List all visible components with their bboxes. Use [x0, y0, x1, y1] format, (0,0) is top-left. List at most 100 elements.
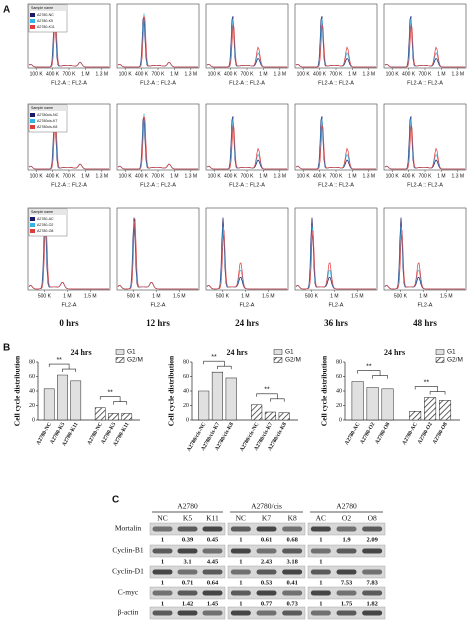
- y-tick-label: 20: [29, 403, 35, 409]
- legend-swatch: [30, 19, 35, 23]
- x-tick-label: 500 K: [216, 293, 230, 299]
- x-tick-label: 1.3 M: [274, 173, 287, 179]
- blot-band: [282, 526, 303, 532]
- x-tick-label: 700 K: [151, 173, 165, 179]
- band-ratio: 1: [319, 600, 322, 607]
- axis-label: FL2-A :: FL2-A: [140, 182, 176, 188]
- blot-band: [310, 548, 331, 554]
- bar: [366, 387, 379, 421]
- x-tick-label: 1.3 M: [185, 173, 198, 179]
- blot-band: [202, 548, 223, 554]
- x-tick-label: 1.5 M: [262, 293, 275, 299]
- band-ratio: 1: [161, 558, 164, 565]
- histogram-trace: [384, 230, 465, 290]
- significance-bracket: [357, 370, 388, 379]
- x-tick-label: 1.3 M: [363, 71, 376, 77]
- legend-label: G1: [447, 349, 456, 356]
- histogram-trace: [117, 218, 198, 290]
- band-ratio: 4.45: [207, 558, 219, 565]
- significance-bracket: [256, 393, 285, 402]
- legend-label: A2780-O2: [37, 223, 53, 227]
- blot-band: [256, 610, 277, 616]
- x-tick-label: 500 K: [305, 293, 319, 299]
- axis-label: FL2-A: [418, 302, 433, 308]
- x-tick-label: 700 K: [329, 173, 343, 179]
- blot-band: [152, 610, 173, 616]
- significance-label: **: [211, 354, 217, 361]
- x-tick-label: 1 M: [348, 71, 356, 77]
- histogram-frame: [116, 3, 200, 69]
- histogram-trace: [28, 218, 109, 290]
- blot-band: [256, 590, 277, 596]
- x-tick-label: 400 K: [402, 173, 416, 179]
- x-tick-label: 1.3 M: [363, 173, 376, 179]
- x-tick-label: 700 K: [418, 71, 432, 77]
- x-tick-label: 400 K: [46, 173, 60, 179]
- legend-swatch: [115, 357, 125, 363]
- histogram-trace: [117, 116, 198, 170]
- histogram-frame: [205, 3, 289, 69]
- blot-band: [202, 610, 223, 616]
- x-tick-label: 100 K: [386, 173, 400, 179]
- bar: [381, 388, 394, 421]
- axis-label: FL2-A :: FL2-A: [229, 182, 265, 188]
- x-tick-label: 100 K: [30, 71, 44, 77]
- x-tick-label: 1 M: [259, 71, 267, 77]
- histogram-trace: [384, 24, 465, 68]
- band-ratio: 1: [239, 579, 242, 586]
- x-tick-label: 100 K: [30, 173, 44, 179]
- blot-band: [230, 526, 251, 532]
- x-tick-label: 100 K: [119, 173, 133, 179]
- panel-label: C: [112, 495, 119, 506]
- group-title: A2780/cis: [251, 502, 282, 511]
- x-tick-label: 1.3 M: [452, 71, 465, 77]
- sample-label: K5: [183, 514, 192, 523]
- y-tick-label: 0: [186, 417, 189, 423]
- axis-label: FL2-A: [240, 302, 255, 308]
- band-ratio: 0.39: [182, 536, 194, 543]
- y-tick-label: 80: [183, 359, 189, 365]
- sample-label: K7: [262, 514, 271, 523]
- histogram-trace: [117, 16, 198, 68]
- panel-label: B: [3, 343, 10, 354]
- band-ratio: 1.9: [342, 536, 351, 543]
- y-tick-label: 40: [183, 388, 189, 394]
- blot-band: [177, 610, 198, 616]
- axis-label: FL2-A :: FL2-A: [407, 80, 443, 86]
- blot-band: [177, 590, 198, 596]
- band-ratio: 0.61: [261, 536, 272, 543]
- bar: [121, 413, 133, 421]
- histogram-frame: [116, 103, 200, 171]
- blot-band: [282, 590, 303, 596]
- legend-label: A2780cis-K8: [37, 125, 57, 129]
- x-tick-label: 400 K: [402, 71, 416, 77]
- blot-band: [152, 590, 173, 596]
- axis-label: FL2-A :: FL2-A: [140, 80, 176, 86]
- histogram-frame: [383, 3, 467, 69]
- row-label: Cyclin-B1: [112, 546, 143, 555]
- row-label: β-actin: [118, 608, 139, 617]
- blot-band: [362, 590, 383, 596]
- legend-swatch: [30, 119, 35, 123]
- blot-band: [152, 548, 173, 554]
- group-title: A2780: [336, 502, 357, 511]
- bar: [198, 390, 210, 421]
- y-tick-label: 60: [336, 374, 342, 380]
- band-ratio: 1: [239, 600, 242, 607]
- blot-band: [310, 610, 331, 616]
- x-tick-label: 1 M: [81, 173, 89, 179]
- bar: [251, 404, 263, 421]
- bar: [70, 380, 82, 421]
- band-ratio: 0.73: [286, 600, 298, 607]
- significance-bracket: [203, 360, 232, 370]
- significance-bracket: [48, 363, 77, 373]
- bar: [108, 413, 119, 421]
- x-tick-label: 700 K: [151, 71, 165, 77]
- sample-label: AC: [316, 514, 326, 523]
- histogram-frame: [116, 207, 200, 291]
- band-ratio: 0.53: [261, 579, 273, 586]
- band-ratio: 1.75: [341, 600, 353, 607]
- histogram-frame: [294, 3, 378, 69]
- legend-swatch: [435, 357, 445, 363]
- x-tick-label: 400 K: [224, 173, 238, 179]
